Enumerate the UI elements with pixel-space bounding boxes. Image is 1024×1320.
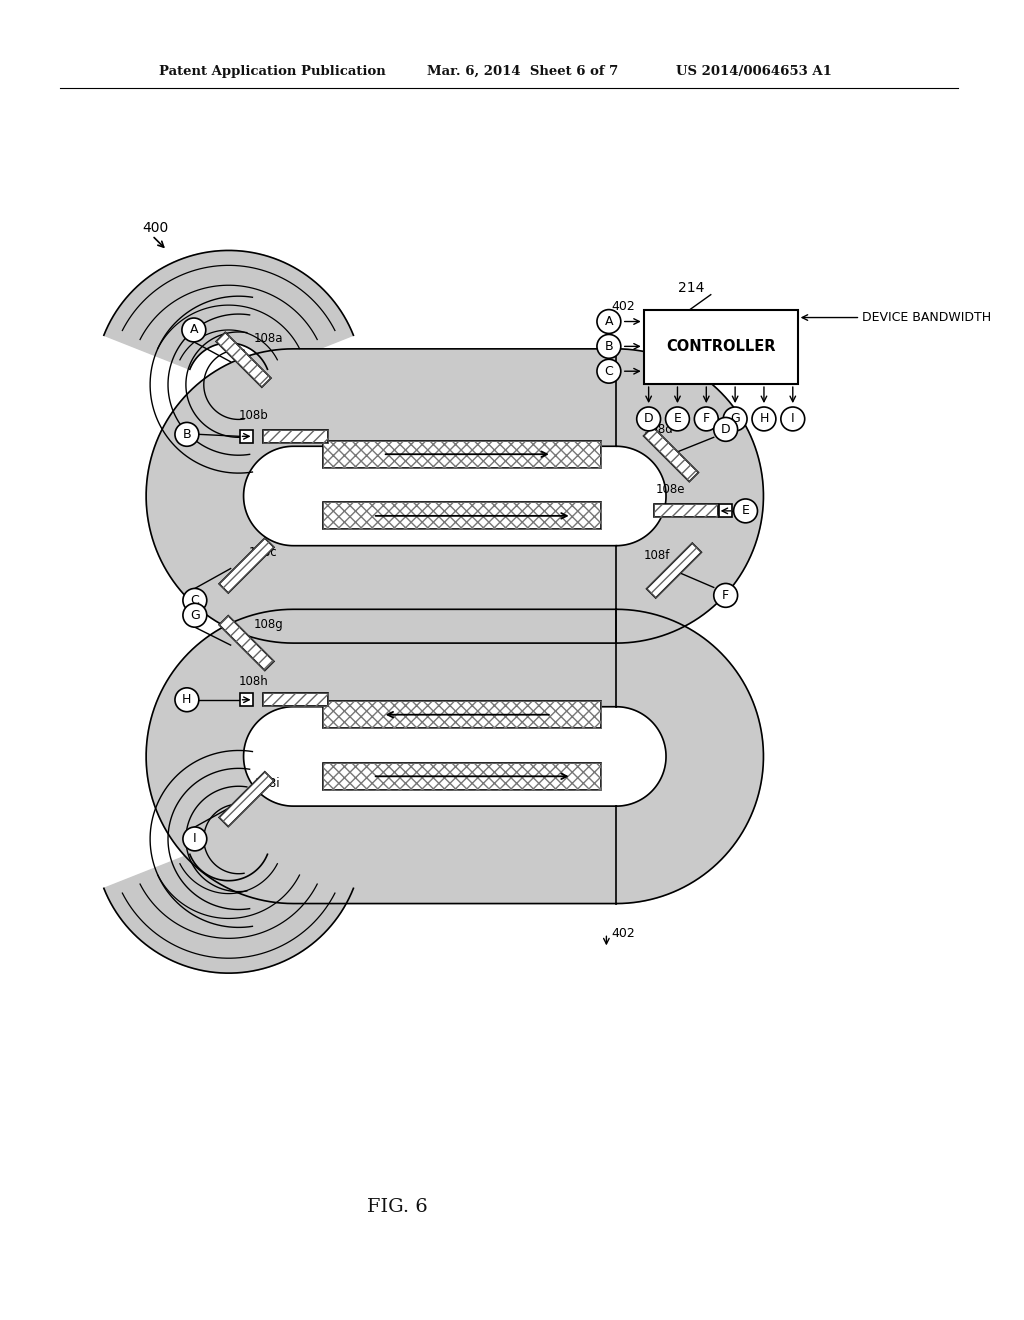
Circle shape bbox=[175, 688, 199, 711]
Bar bbox=[219, 615, 274, 671]
Circle shape bbox=[597, 334, 621, 358]
Circle shape bbox=[733, 499, 758, 523]
Bar bbox=[216, 333, 271, 387]
Text: 400: 400 bbox=[142, 220, 168, 235]
Text: 108h: 108h bbox=[239, 675, 268, 688]
Bar bbox=[240, 693, 253, 706]
Circle shape bbox=[723, 407, 748, 430]
Text: H: H bbox=[182, 693, 191, 706]
Circle shape bbox=[637, 407, 660, 430]
Text: A: A bbox=[189, 323, 198, 337]
Text: 108g: 108g bbox=[254, 618, 284, 631]
Circle shape bbox=[183, 589, 207, 612]
Circle shape bbox=[714, 417, 737, 441]
Circle shape bbox=[597, 359, 621, 383]
Text: 108c: 108c bbox=[249, 545, 278, 558]
Text: 108d: 108d bbox=[644, 424, 674, 437]
Text: F: F bbox=[722, 589, 729, 602]
Text: D: D bbox=[721, 422, 730, 436]
Text: C: C bbox=[604, 364, 613, 378]
Bar bbox=[646, 543, 701, 598]
Bar bbox=[653, 504, 718, 517]
Bar bbox=[644, 310, 798, 384]
Text: Patent Application Publication: Patent Application Publication bbox=[159, 65, 386, 78]
Polygon shape bbox=[616, 348, 764, 643]
Circle shape bbox=[183, 603, 207, 627]
Bar bbox=[263, 693, 328, 706]
Bar bbox=[646, 543, 701, 598]
Bar bbox=[219, 772, 274, 826]
Bar bbox=[219, 539, 274, 593]
Bar bbox=[653, 504, 718, 517]
Bar bbox=[324, 503, 601, 529]
Text: I: I bbox=[791, 412, 795, 425]
Bar bbox=[324, 503, 601, 529]
Polygon shape bbox=[103, 854, 353, 973]
Text: G: G bbox=[190, 609, 200, 622]
Text: 108a: 108a bbox=[254, 331, 283, 345]
Circle shape bbox=[183, 828, 207, 851]
Bar bbox=[219, 772, 274, 826]
Bar bbox=[219, 539, 274, 593]
Bar bbox=[263, 693, 328, 706]
Bar bbox=[324, 701, 601, 729]
Bar bbox=[219, 615, 274, 671]
Text: E: E bbox=[674, 412, 681, 425]
Circle shape bbox=[694, 407, 718, 430]
Text: US 2014/0064653 A1: US 2014/0064653 A1 bbox=[676, 65, 831, 78]
Text: 402: 402 bbox=[611, 300, 635, 313]
Circle shape bbox=[714, 583, 737, 607]
Text: G: G bbox=[730, 412, 740, 425]
Polygon shape bbox=[616, 610, 764, 904]
Circle shape bbox=[182, 318, 206, 342]
Circle shape bbox=[597, 310, 621, 334]
Bar bbox=[324, 763, 601, 789]
Polygon shape bbox=[146, 348, 616, 643]
Text: Mar. 6, 2014  Sheet 6 of 7: Mar. 6, 2014 Sheet 6 of 7 bbox=[427, 65, 618, 78]
Bar bbox=[240, 430, 253, 442]
Circle shape bbox=[175, 422, 199, 446]
Text: F: F bbox=[702, 412, 710, 425]
Text: FIG. 6: FIG. 6 bbox=[368, 1197, 428, 1216]
Circle shape bbox=[666, 407, 689, 430]
Bar bbox=[644, 426, 698, 482]
Bar bbox=[263, 430, 328, 442]
Circle shape bbox=[781, 407, 805, 430]
Text: B: B bbox=[604, 339, 613, 352]
Text: C: C bbox=[190, 594, 200, 607]
Bar bbox=[216, 333, 271, 387]
Text: DEVICE BANDWIDTH: DEVICE BANDWIDTH bbox=[862, 312, 991, 323]
Bar bbox=[263, 430, 328, 442]
Text: I: I bbox=[194, 833, 197, 845]
Bar bbox=[324, 701, 601, 729]
Text: E: E bbox=[741, 504, 750, 517]
Text: H: H bbox=[759, 412, 769, 425]
Text: A: A bbox=[604, 315, 613, 327]
Bar bbox=[324, 763, 601, 789]
Bar bbox=[324, 441, 601, 467]
Polygon shape bbox=[146, 610, 616, 904]
Circle shape bbox=[752, 407, 776, 430]
Text: 214: 214 bbox=[678, 281, 705, 294]
Bar bbox=[719, 504, 732, 517]
Text: 108b: 108b bbox=[239, 409, 268, 422]
Text: B: B bbox=[182, 428, 191, 441]
Text: 108f: 108f bbox=[644, 549, 671, 561]
Polygon shape bbox=[103, 251, 353, 370]
Text: 108e: 108e bbox=[656, 483, 686, 496]
Text: 108i: 108i bbox=[255, 777, 281, 791]
Bar bbox=[644, 426, 698, 482]
Bar bbox=[324, 441, 601, 467]
Text: 402: 402 bbox=[611, 927, 635, 940]
Text: CONTROLLER: CONTROLLER bbox=[666, 339, 775, 354]
Text: D: D bbox=[644, 412, 653, 425]
